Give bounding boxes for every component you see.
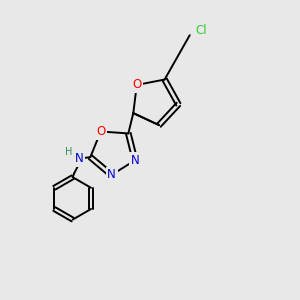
Text: N: N: [131, 154, 140, 167]
Text: N: N: [107, 169, 116, 182]
Text: Cl: Cl: [196, 24, 207, 37]
Text: O: O: [132, 79, 141, 92]
Text: H: H: [65, 147, 73, 157]
Text: N: N: [75, 152, 84, 165]
Text: O: O: [96, 125, 105, 138]
